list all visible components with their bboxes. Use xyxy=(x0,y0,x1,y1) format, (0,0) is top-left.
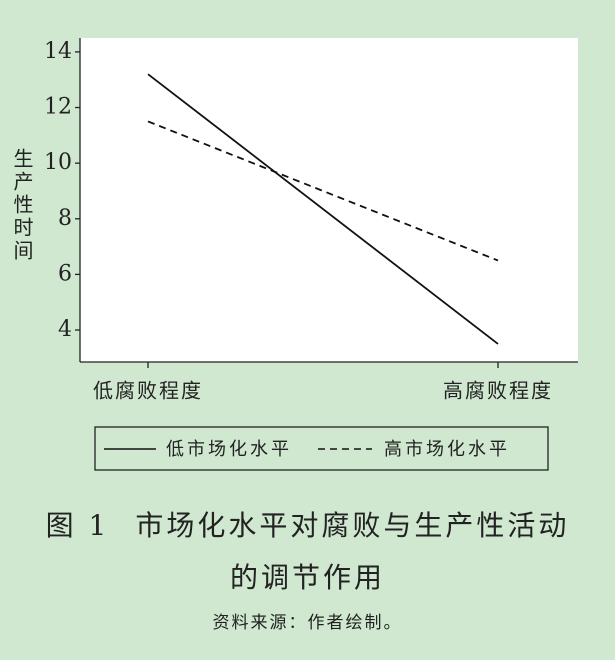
legend-label: 高市场化水平 xyxy=(384,439,510,460)
series-line xyxy=(147,73,499,345)
figure-label: 图 1 xyxy=(45,509,110,542)
source: 资料来源：作者绘制。 xyxy=(212,613,403,633)
y-tick-label: 10 xyxy=(44,150,72,175)
y-tick-label: 12 xyxy=(44,95,72,120)
x-tick-label: 高腐败程度 xyxy=(443,379,553,403)
legend-box xyxy=(94,426,549,471)
figure-title: 市场化水平对腐败与生产性活动的调节作用 xyxy=(135,509,570,594)
y-tick-label: 8 xyxy=(58,206,72,231)
y-tick-label: 14 xyxy=(44,39,72,64)
caption: 图 1 市场化水平对腐败与生产性活动的调节作用 xyxy=(40,500,575,604)
series-line xyxy=(147,120,499,262)
x-tick-label: 低腐败程度 xyxy=(93,379,203,403)
plot-area xyxy=(80,38,578,362)
y-axis-label: 生产性时间 xyxy=(10,148,34,263)
legend-label: 低市场化水平 xyxy=(166,439,292,460)
y-tick-label: 4 xyxy=(58,317,72,342)
y-tick-label: 6 xyxy=(58,261,72,286)
